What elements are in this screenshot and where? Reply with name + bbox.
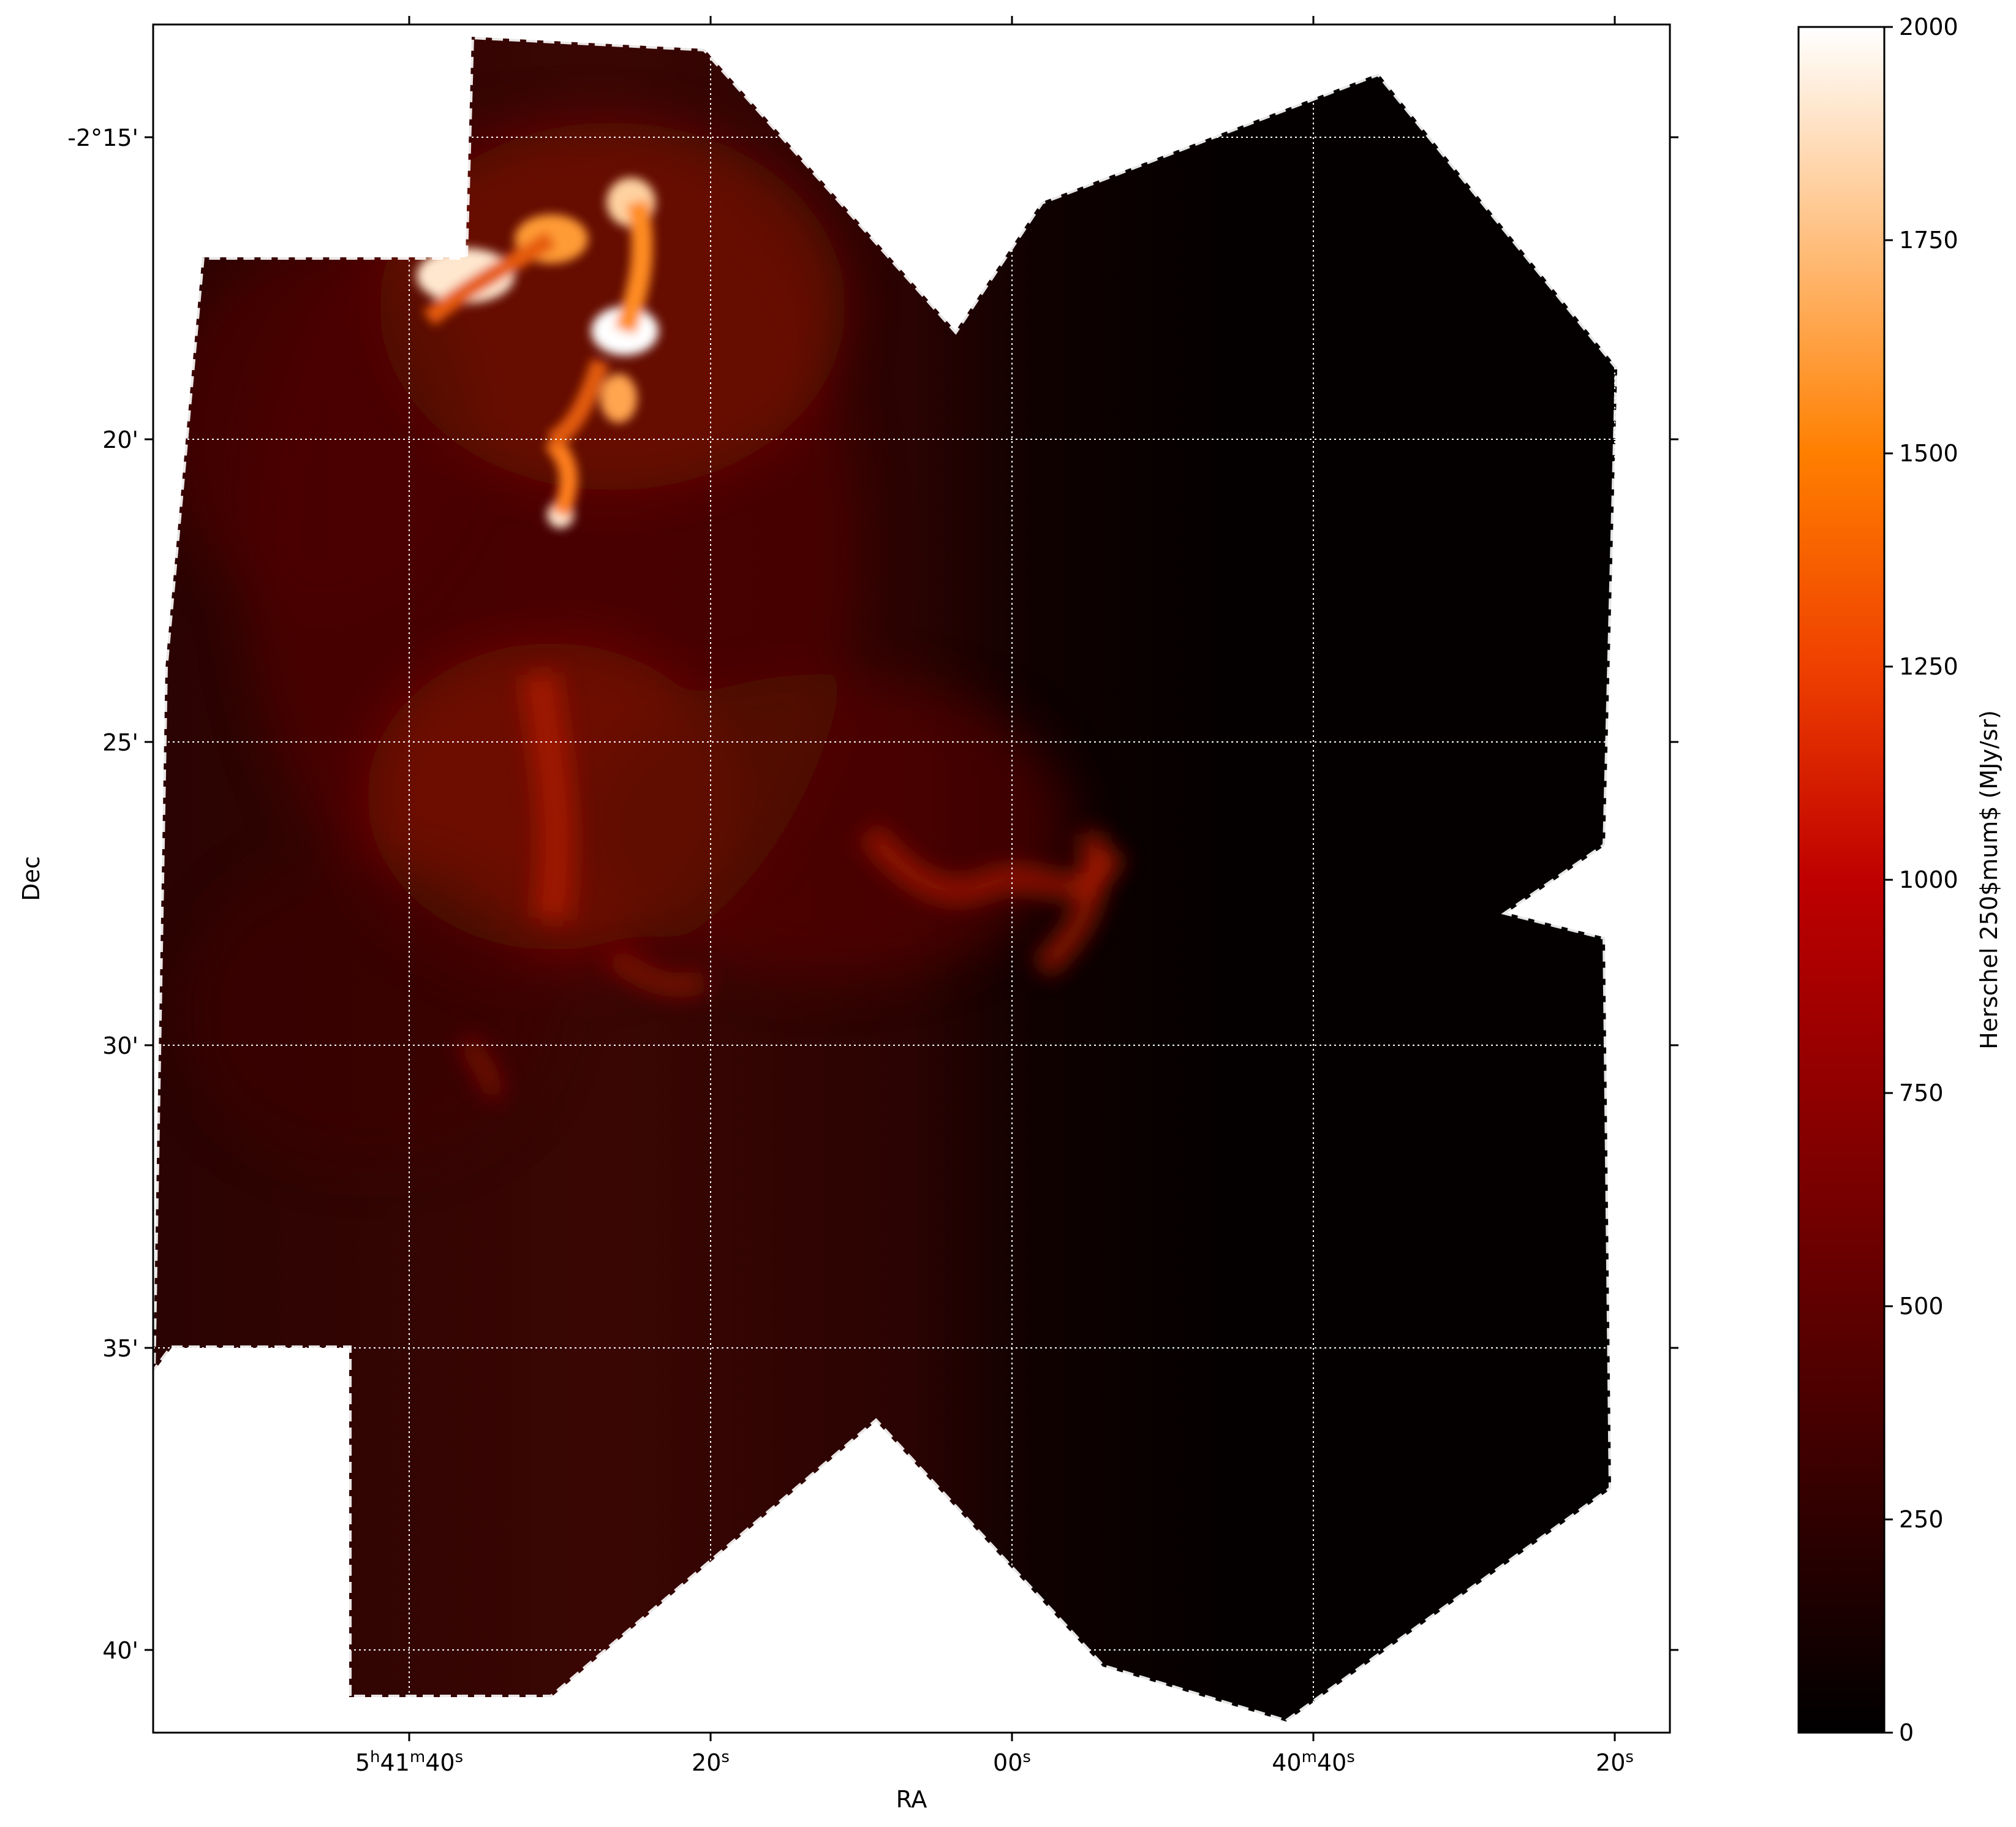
x-tick-label: 20s: [1596, 1748, 1634, 1776]
colorbar-tick-label: 2000: [1899, 13, 1958, 40]
y-axis-label: Dec: [18, 856, 45, 901]
y-tick-label: 40': [102, 1637, 138, 1664]
y-axis: -2°15' 20' 25' 30' 35' 40': [67, 124, 1678, 1664]
colorbar-tick-label: 1000: [1899, 866, 1958, 893]
y-tick-label: 25': [102, 729, 138, 756]
colorbar-ticks: 0 250 500 750 1000 1250 1500 1750 2000: [1884, 13, 1958, 1746]
coverage-boundary: [150, 34, 1620, 1725]
x-tick-label: 40m40s: [1272, 1748, 1355, 1776]
colorbar-tick-label: 1750: [1899, 227, 1958, 254]
colorbar: [1797, 26, 1886, 1734]
colorbar-tick-label: 750: [1899, 1080, 1944, 1106]
colorbar-tick-label: 1250: [1899, 653, 1958, 680]
y-tick-label: 35': [102, 1335, 138, 1362]
colorbar-tick-label: 500: [1899, 1293, 1944, 1320]
x-axis: 5h41m40s 20s 00s 40m40s 20s: [355, 16, 1634, 1776]
x-tick-label: 00s: [993, 1748, 1031, 1776]
heatmap-image: [153, 37, 1617, 1722]
x-axis-label: RA: [896, 1786, 927, 1813]
x-tick-label: 20s: [692, 1748, 730, 1776]
y-tick-label: 30': [102, 1032, 138, 1059]
y-tick-label: 20': [102, 426, 138, 453]
colorbar-tick-label: 1500: [1899, 440, 1958, 467]
colorbar-tick-label: 0: [1899, 1719, 1914, 1746]
x-tick-label: 5h41m40s: [355, 1748, 463, 1776]
colorbar-tick-label: 250: [1899, 1506, 1944, 1533]
y-tick-label: -2°15': [67, 124, 138, 151]
grid-lines: [153, 25, 1670, 1733]
plot-frame: [152, 23, 1671, 1734]
colorbar-label: Herschel 250$mum$ (MJy/sr): [1976, 710, 2003, 1050]
